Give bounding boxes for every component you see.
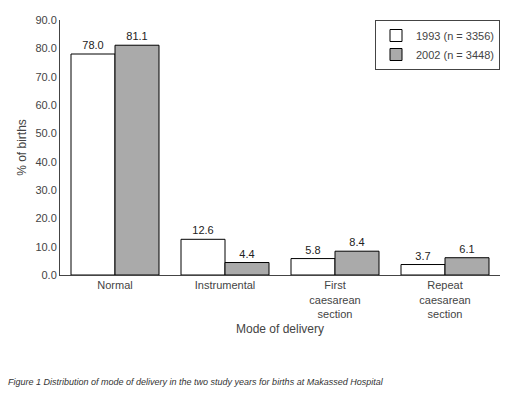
svg-text:% of births: % of births xyxy=(15,119,29,176)
svg-text:81.1: 81.1 xyxy=(126,30,147,42)
svg-text:30.0: 30.0 xyxy=(35,184,56,196)
svg-text:Normal: Normal xyxy=(97,279,132,291)
svg-text:Instrumental: Instrumental xyxy=(195,279,256,291)
svg-text:3.7: 3.7 xyxy=(415,250,430,262)
svg-text:Mode of delivery: Mode of delivery xyxy=(236,322,324,336)
svg-text:5.8: 5.8 xyxy=(305,244,320,256)
svg-text:12.6: 12.6 xyxy=(192,224,213,236)
svg-text:Firstcaesareansection: Firstcaesareansection xyxy=(309,279,360,320)
svg-text:6.1: 6.1 xyxy=(459,243,474,255)
svg-text:80.0: 80.0 xyxy=(35,42,56,54)
svg-text:60.0: 60.0 xyxy=(35,99,56,111)
svg-text:4.4: 4.4 xyxy=(239,248,254,260)
svg-text:2002 (n = 3448): 2002 (n = 3448) xyxy=(416,49,494,61)
svg-text:1993 (n = 3356): 1993 (n = 3356) xyxy=(416,30,494,42)
svg-text:Figure 1 Distribution of mode: Figure 1 Distribution of mode of deliver… xyxy=(8,377,384,387)
svg-text:90.0: 90.0 xyxy=(35,14,56,26)
svg-text:10.0: 10.0 xyxy=(35,241,56,253)
svg-text:78.0: 78.0 xyxy=(82,39,103,51)
svg-text:8.4: 8.4 xyxy=(349,236,364,248)
svg-text:50.0: 50.0 xyxy=(35,127,56,139)
svg-text:40.0: 40.0 xyxy=(35,156,56,168)
svg-text:20.0: 20.0 xyxy=(35,212,56,224)
svg-text:0.0: 0.0 xyxy=(42,269,57,281)
svg-text:Repeatcaesareansection: Repeatcaesareansection xyxy=(419,279,470,320)
svg-text:70.0: 70.0 xyxy=(35,71,56,83)
